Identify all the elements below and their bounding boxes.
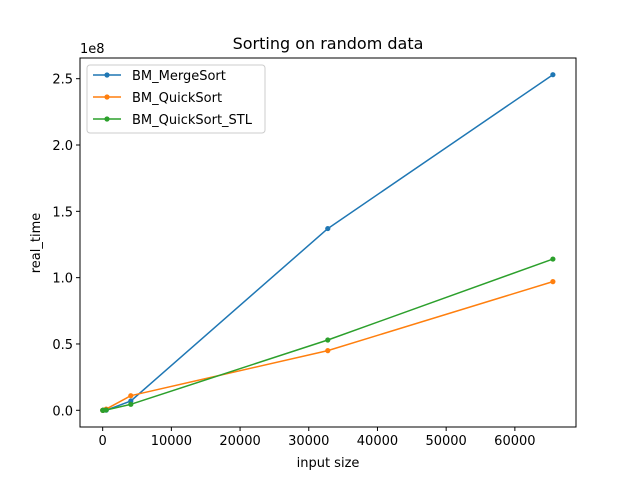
legend-swatch-marker: [104, 94, 110, 100]
legend: BM_MergeSort BM_QuickSort BM_QuickSort_STL: [86, 64, 266, 134]
legend-swatch-marker: [104, 116, 110, 122]
y-tick-label: 1.5: [52, 205, 73, 220]
x-tick-label: 0: [99, 434, 107, 449]
legend-label: BM_QuickSort: [132, 91, 222, 106]
x-tick-label: 10000: [151, 434, 192, 449]
y-tick-label: 2.0: [52, 139, 73, 154]
series-3: [100, 256, 556, 413]
data-point: [128, 393, 134, 399]
data-point: [325, 337, 331, 343]
data-point: [550, 72, 556, 78]
series-layer: [100, 72, 556, 413]
data-point: [550, 256, 556, 262]
y-tick-label: 1.0: [52, 272, 73, 287]
x-tick-label: 20000: [219, 434, 260, 449]
legend-item: BM_QuickSort: [93, 91, 222, 106]
plot-area-frame: [79, 57, 577, 428]
legend-items: BM_MergeSort BM_QuickSort BM_QuickSort_STL: [93, 69, 253, 128]
x-tick-label: 40000: [357, 434, 398, 449]
y-tick-label: 0.5: [52, 338, 73, 353]
legend-label: BM_QuickSort_STL: [132, 113, 253, 128]
y-axis-label: real_time: [29, 213, 44, 274]
y-tick-label: 2.5: [52, 73, 73, 88]
legend-box: [86, 64, 266, 134]
data-point: [325, 225, 331, 232]
legend-swatch-marker: [104, 72, 110, 78]
data-point: [128, 401, 134, 407]
x-axis-label: input size: [297, 456, 360, 471]
chart-title: Sorting on random data: [233, 34, 424, 53]
y-tick-label: 0.0: [52, 404, 73, 419]
y-axis-offset-label: 1e8: [80, 42, 105, 57]
x-tick-label: 50000: [425, 434, 466, 449]
legend-label: BM_MergeSort: [132, 69, 226, 84]
x-tick-label: 30000: [288, 434, 329, 449]
ticks-layer: 0 10000 20000 30000 40000 50000 60000 0.0 0.5 1.0…: [52, 73, 535, 449]
legend-item: BM_MergeSort: [93, 69, 226, 84]
x-tick-label: 60000: [494, 434, 535, 449]
legend-item: BM_QuickSort_STL: [93, 113, 253, 128]
data-point: [103, 407, 109, 413]
data-point: [550, 279, 556, 285]
data-point: [325, 348, 331, 354]
